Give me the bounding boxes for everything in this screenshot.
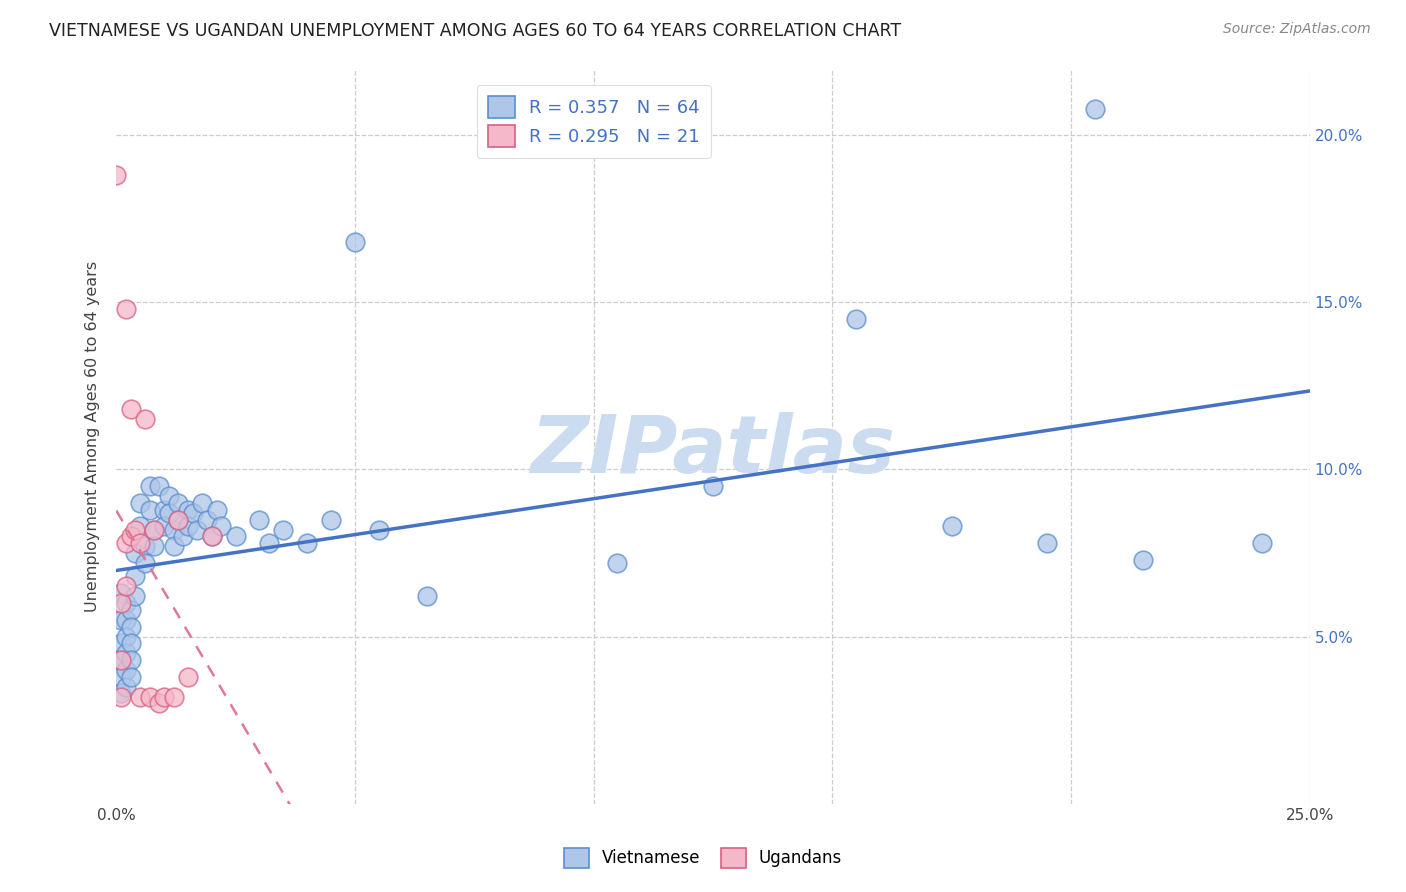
Text: VIETNAMESE VS UGANDAN UNEMPLOYMENT AMONG AGES 60 TO 64 YEARS CORRELATION CHART: VIETNAMESE VS UGANDAN UNEMPLOYMENT AMONG… — [49, 22, 901, 40]
Point — [143, 539, 166, 553]
Y-axis label: Unemployment Among Ages 60 to 64 years: Unemployment Among Ages 60 to 64 years — [86, 260, 100, 612]
Point — [225, 529, 247, 543]
Point — [114, 579, 136, 593]
Point — [129, 519, 152, 533]
Point — [186, 523, 208, 537]
Point — [162, 539, 184, 553]
Point — [157, 489, 180, 503]
Point — [1036, 536, 1059, 550]
Point — [845, 312, 868, 326]
Point — [114, 536, 136, 550]
Point — [114, 613, 136, 627]
Point — [120, 636, 142, 650]
Point — [124, 523, 146, 537]
Point — [167, 496, 190, 510]
Point — [120, 402, 142, 417]
Point — [120, 529, 142, 543]
Point — [114, 596, 136, 610]
Point — [941, 519, 963, 533]
Point — [177, 519, 200, 533]
Point — [177, 670, 200, 684]
Point — [110, 586, 132, 600]
Point — [114, 663, 136, 677]
Point — [114, 630, 136, 644]
Text: Source: ZipAtlas.com: Source: ZipAtlas.com — [1223, 22, 1371, 37]
Point — [134, 556, 156, 570]
Point — [273, 523, 295, 537]
Point — [110, 670, 132, 684]
Point — [138, 690, 160, 704]
Point — [201, 529, 224, 543]
Point — [177, 502, 200, 516]
Point — [110, 653, 132, 667]
Point — [153, 519, 176, 533]
Point — [138, 502, 160, 516]
Point — [143, 523, 166, 537]
Point — [205, 502, 228, 516]
Point — [319, 513, 342, 527]
Point — [153, 502, 176, 516]
Point — [209, 519, 232, 533]
Point — [148, 479, 170, 493]
Point — [120, 653, 142, 667]
Point — [606, 556, 628, 570]
Point — [201, 529, 224, 543]
Point — [257, 536, 280, 550]
Point — [249, 513, 271, 527]
Point — [181, 506, 204, 520]
Point — [143, 523, 166, 537]
Point — [120, 670, 142, 684]
Point — [114, 302, 136, 317]
Point — [1132, 552, 1154, 566]
Point — [134, 412, 156, 426]
Point — [191, 496, 214, 510]
Legend: R = 0.357   N = 64, R = 0.295   N = 21: R = 0.357 N = 64, R = 0.295 N = 21 — [477, 85, 710, 158]
Point — [105, 169, 128, 183]
Point — [124, 590, 146, 604]
Point — [110, 636, 132, 650]
Point — [162, 690, 184, 704]
Point — [343, 235, 366, 250]
Point — [120, 603, 142, 617]
Point — [157, 506, 180, 520]
Point — [148, 697, 170, 711]
Point — [162, 523, 184, 537]
Point — [415, 590, 437, 604]
Legend: Vietnamese, Ugandans: Vietnamese, Ugandans — [557, 841, 849, 875]
Point — [195, 513, 218, 527]
Point — [124, 546, 146, 560]
Point — [1084, 102, 1107, 116]
Point — [702, 479, 724, 493]
Point — [153, 690, 176, 704]
Point — [1251, 536, 1274, 550]
Point — [110, 686, 132, 700]
Point — [172, 529, 194, 543]
Point — [129, 536, 152, 550]
Point — [114, 646, 136, 660]
Point — [297, 536, 319, 550]
Text: ZIPatlas: ZIPatlas — [530, 412, 896, 490]
Point — [110, 613, 132, 627]
Point — [367, 523, 389, 537]
Point — [129, 496, 152, 510]
Point — [129, 690, 152, 704]
Point — [110, 596, 132, 610]
Point — [167, 513, 190, 527]
Point — [114, 680, 136, 694]
Point — [110, 653, 132, 667]
Point — [138, 479, 160, 493]
Point — [124, 569, 146, 583]
Point — [110, 690, 132, 704]
Point — [134, 539, 156, 553]
Point — [167, 513, 190, 527]
Point — [120, 619, 142, 633]
